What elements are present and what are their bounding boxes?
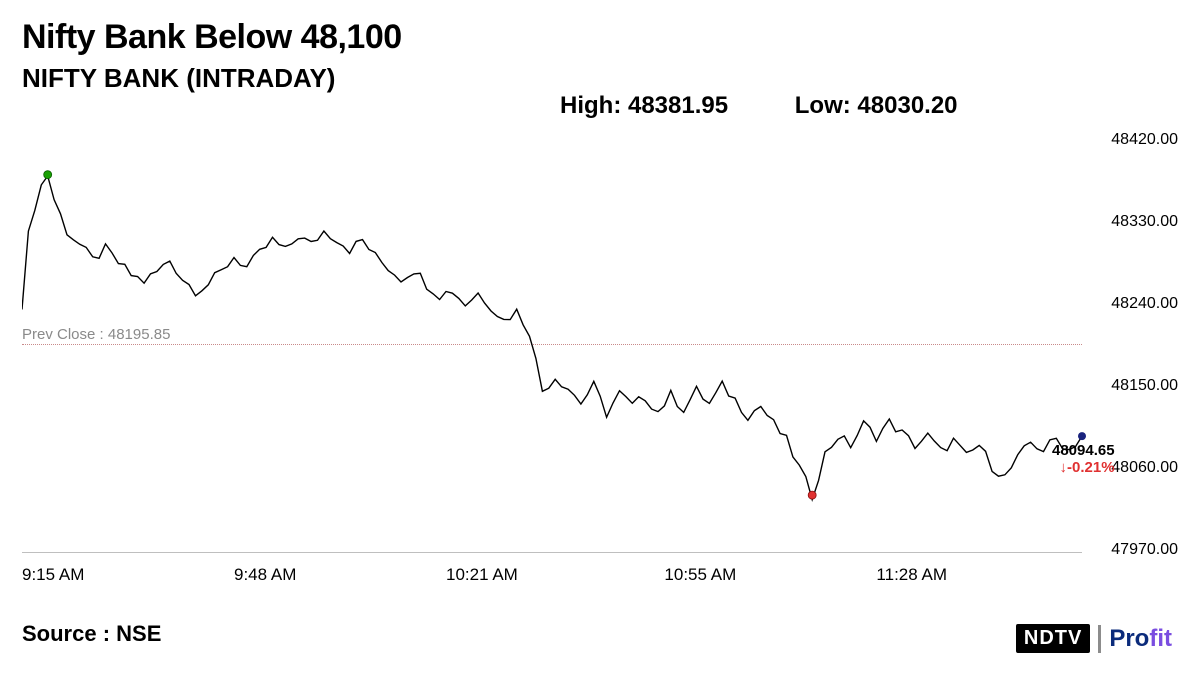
chart-area: 48420.0048330.0048240.0048150.0048060.00… xyxy=(22,140,1178,560)
chart-card: Nifty Bank Below 48,100 NIFTY BANK (INTR… xyxy=(0,0,1200,675)
price-line-chart xyxy=(22,140,1182,570)
low-label: Low: xyxy=(795,92,851,119)
x-axis: 9:15 AM 9:48 AM 10:21 AM 10:55 AM 11:28 AM xyxy=(22,565,1082,589)
chart-subtitle: NIFTY BANK (INTRADAY) xyxy=(22,63,1178,94)
price-line xyxy=(22,176,1082,500)
page-title: Nifty Bank Below 48,100 xyxy=(22,18,1178,57)
brand-logo: NDTV Profit xyxy=(1016,624,1172,653)
x-tick-label: 10:55 AM xyxy=(664,565,736,585)
x-tick-label: 9:15 AM xyxy=(22,565,84,585)
end-marker-icon xyxy=(1078,432,1086,440)
low-marker-icon xyxy=(808,491,816,499)
profit-logo: Profit xyxy=(1109,625,1172,653)
x-tick-label: 9:48 AM xyxy=(234,565,296,585)
high-value: 48381.95 xyxy=(628,92,728,119)
high-label: High: xyxy=(560,92,621,119)
low-value: 48030.20 xyxy=(857,92,957,119)
high-low-readout: High: 48381.95 Low: 48030.20 xyxy=(560,92,958,120)
high-marker-icon xyxy=(44,171,52,179)
brand-separator xyxy=(1098,625,1101,653)
ndtv-logo: NDTV xyxy=(1016,624,1090,653)
x-tick-label: 11:28 AM xyxy=(876,565,947,585)
source-footer: Source : NSE xyxy=(22,621,161,647)
x-tick-label: 10:21 AM xyxy=(446,565,518,585)
